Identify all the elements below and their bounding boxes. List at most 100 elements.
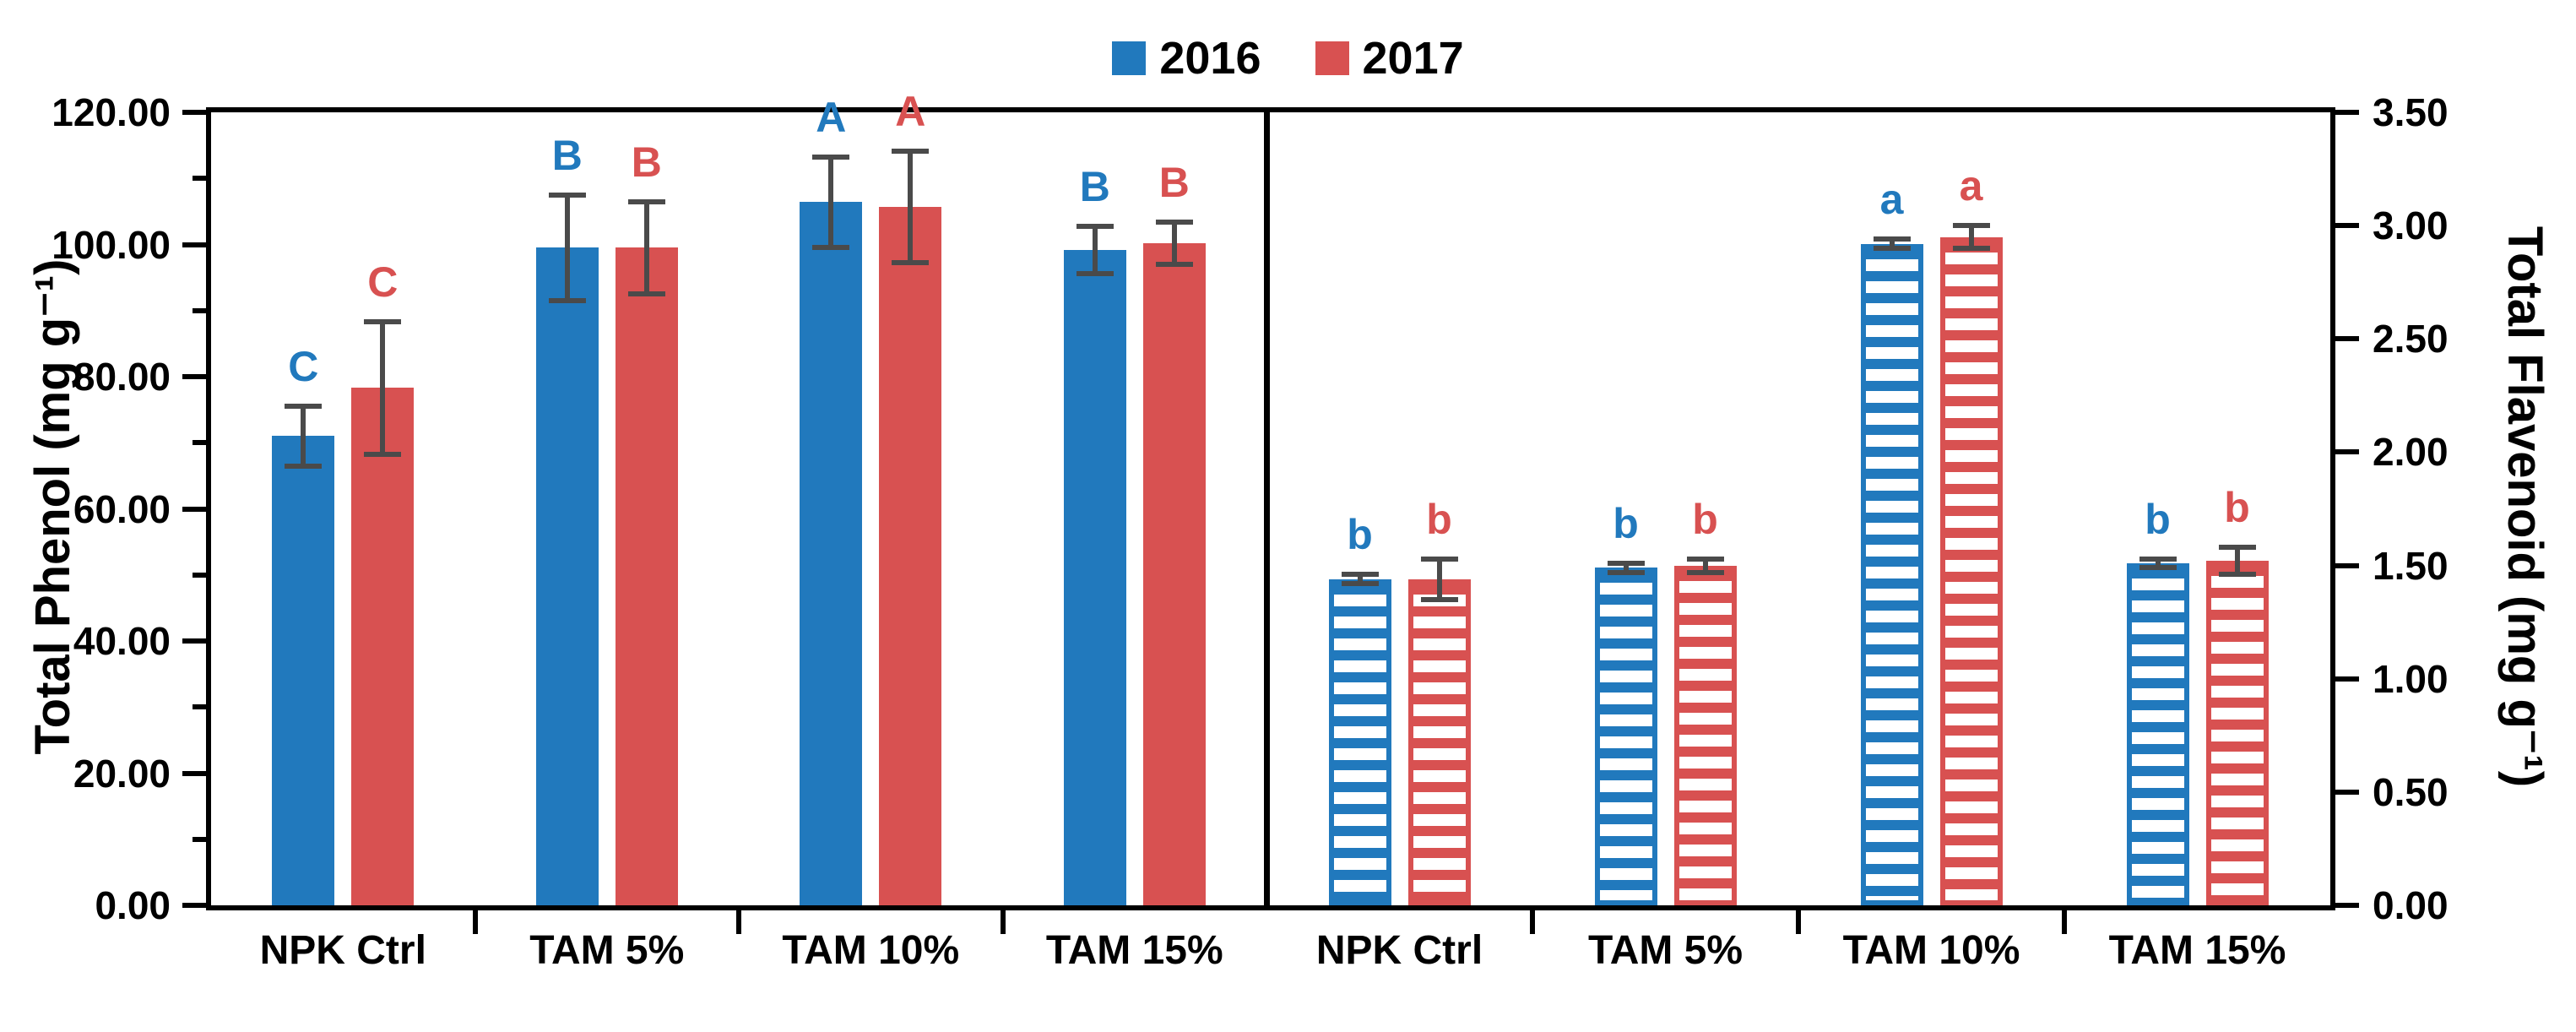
y-axis-tick — [182, 374, 206, 379]
error-bar-2017-npk-ctrl — [380, 322, 386, 454]
significance-letter-2017-tam-15: B — [1158, 158, 1190, 206]
error-bar-cap-bottom — [892, 259, 930, 265]
y-axis-tick — [182, 638, 206, 644]
error-bar-cap-top — [1686, 556, 1724, 562]
bar-2016-tam-10 — [1860, 243, 1923, 905]
y-axis-tick — [2335, 110, 2359, 115]
x-axis-boundary-tick — [1530, 910, 1535, 934]
bar-2016-tam-15 — [2126, 562, 2189, 905]
error-bar-2016-tam-15 — [2155, 558, 2161, 568]
legend-item-2016: 2016 — [1112, 32, 1261, 84]
x-axis-boundary-tick — [736, 910, 741, 934]
error-bar-cap-bottom — [1155, 261, 1193, 267]
x-axis-boundary-tick — [1000, 910, 1006, 934]
significance-letter-2016-npk-ctrl: C — [288, 343, 319, 391]
y-axis-tick — [2335, 449, 2359, 455]
x-axis-boundary-tick — [2062, 910, 2067, 934]
error-bar-cap-bottom — [1607, 569, 1645, 575]
error-bar-cap-top — [1952, 223, 1990, 229]
bar-2017-npk-ctrl — [351, 388, 415, 905]
y-axis-tick — [182, 770, 206, 776]
error-bar-cap-top — [548, 192, 586, 198]
error-bar-2017-tam-15 — [1171, 221, 1177, 264]
y-axis-tick-label: 60.00 — [73, 486, 171, 531]
error-bar-2016-tam-5 — [1623, 562, 1629, 573]
error-bar-cap-bottom — [2139, 565, 2177, 571]
y-axis-tick — [193, 836, 206, 842]
y-axis-tick — [193, 440, 206, 446]
chart-legend: 2016 2017 — [0, 32, 2576, 84]
error-bar-cap-bottom — [1952, 245, 1990, 251]
error-bar-2016-tam-10 — [828, 157, 834, 247]
error-bar-cap-top — [1076, 223, 1114, 229]
bar-2016-npk-ctrl — [272, 436, 335, 905]
y-axis-tick — [2335, 223, 2359, 229]
error-bar-cap-top — [1420, 556, 1458, 562]
significance-letter-2017-tam-10: a — [1959, 162, 1983, 210]
y-axis-tick-label: 0.50 — [2373, 769, 2449, 814]
significance-letter-2016-npk-ctrl: b — [1347, 511, 1373, 559]
significance-letter-2016-tam-15: B — [1079, 162, 1110, 210]
error-bar-2017-tam-10 — [908, 151, 914, 263]
y-axis-tick — [193, 176, 206, 182]
y-axis-tick-label: 3.50 — [2373, 90, 2449, 134]
error-bar-cap-top — [1607, 560, 1645, 566]
error-bar-cap-top — [812, 155, 850, 160]
error-bar-2017-tam-15 — [2234, 547, 2240, 575]
y-axis-tick-label: 100.00 — [52, 222, 171, 267]
x-axis-category-label: TAM 10% — [1842, 928, 2020, 973]
bar-2017-tam-5 — [1673, 565, 1737, 905]
error-bar-2016-npk-ctrl — [301, 406, 306, 466]
significance-letter-2017-npk-ctrl: C — [367, 258, 399, 307]
y-axis-tick-label: 3.00 — [2373, 204, 2449, 248]
error-bar-cap-bottom — [1420, 596, 1458, 602]
y-axis-tick — [2335, 789, 2359, 795]
x-axis-category-label: NPK Ctrl — [1315, 928, 1483, 973]
y-axis-tick — [2335, 903, 2359, 908]
plot-frame — [206, 107, 2335, 910]
significance-letter-2017-tam-10: A — [895, 88, 926, 136]
error-bar-cap-bottom — [285, 463, 323, 469]
y-axis-tick — [193, 704, 206, 710]
y-axis-tick — [182, 903, 206, 908]
bar-2017-tam-5 — [615, 247, 678, 905]
error-bar-cap-bottom — [1873, 245, 1911, 251]
y-axis-tick-label: 20.00 — [73, 751, 171, 796]
x-axis-category-label: TAM 15% — [1045, 928, 1223, 973]
y-axis-tick-label: 2.00 — [2373, 430, 2449, 475]
legend-label-2017: 2017 — [1362, 33, 1464, 84]
significance-letter-2016-tam-10: a — [1879, 176, 1904, 224]
x-axis-boundary-tick — [472, 910, 478, 934]
error-bar-cap-bottom — [2218, 572, 2256, 578]
bar-2017-npk-ctrl — [1407, 578, 1471, 905]
y-axis-tick — [182, 110, 206, 115]
error-bar-cap-top — [1155, 219, 1193, 225]
y-axis-tick-label: 1.00 — [2373, 656, 2449, 701]
error-bar-cap-bottom — [1076, 270, 1114, 276]
x-axis-category-label: NPK Ctrl — [259, 928, 426, 973]
error-bar-cap-top — [1341, 572, 1379, 578]
error-bar-cap-bottom — [364, 451, 402, 457]
significance-letter-2017-tam-15: b — [2224, 484, 2250, 532]
y-axis-tick — [182, 506, 206, 512]
error-bar-2017-npk-ctrl — [1436, 558, 1442, 600]
error-bar-cap-top — [2139, 556, 2177, 562]
x-axis-category-label: TAM 5% — [1587, 928, 1744, 973]
error-bar-2016-tam-5 — [564, 194, 570, 301]
y-axis-tick-label: 2.50 — [2373, 317, 2449, 361]
panel-divider — [1264, 107, 1270, 910]
y-axis-tick — [2335, 562, 2359, 568]
y-axis-tick — [2335, 676, 2359, 682]
bar-2016-tam-15 — [1063, 249, 1126, 905]
y-axis-tick — [182, 242, 206, 247]
y-axis-tick-label: 1.50 — [2373, 543, 2449, 588]
error-bar-cap-bottom — [1686, 569, 1724, 575]
significance-letter-2017-tam-5: B — [631, 138, 662, 186]
error-bar-2017-tam-5 — [643, 201, 649, 295]
error-bar-cap-top — [364, 319, 402, 325]
x-axis-boundary-tick — [1796, 910, 1801, 934]
error-bar-2016-tam-10 — [1889, 239, 1895, 248]
error-bar-cap-top — [2218, 545, 2256, 551]
error-bar-cap-top — [1873, 236, 1911, 242]
